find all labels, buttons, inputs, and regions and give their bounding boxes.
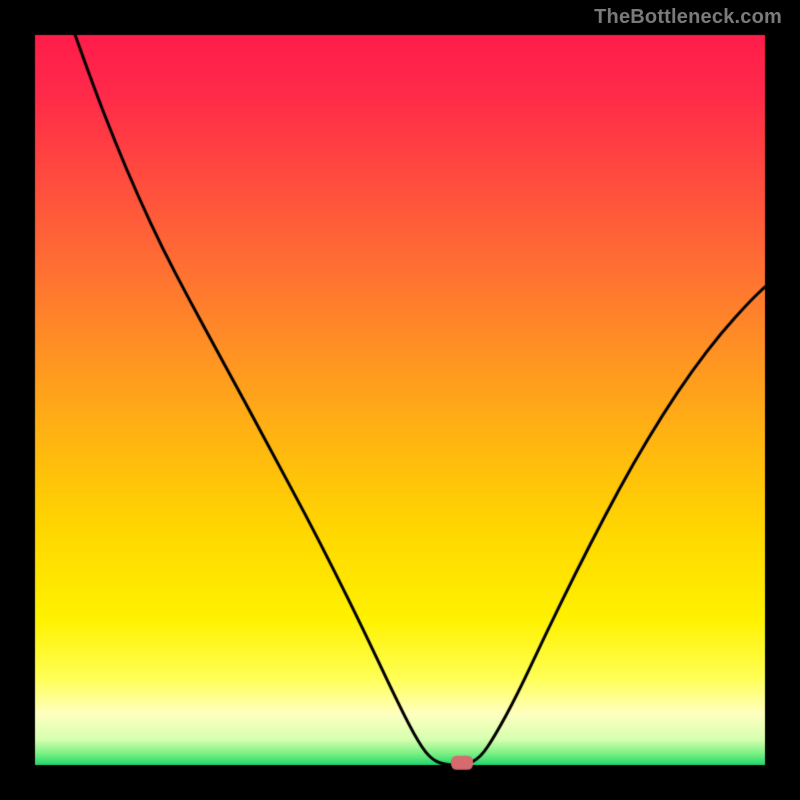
bottleneck-chart-canvas [0,0,800,800]
watermark-label: TheBottleneck.com [594,6,782,29]
